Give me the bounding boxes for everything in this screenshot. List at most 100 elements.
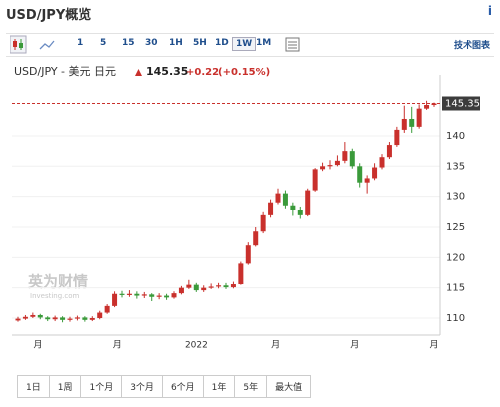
candle-body	[126, 293, 132, 295]
candle-body	[297, 210, 303, 215]
candle-body	[386, 145, 392, 158]
candle-body	[312, 169, 318, 191]
candle-body	[320, 166, 326, 170]
candle-body	[67, 318, 73, 320]
range-button[interactable]: 1周	[50, 376, 82, 397]
x-tick-label: 月	[113, 340, 122, 351]
candle-body	[52, 317, 58, 320]
candle-body	[134, 293, 140, 296]
candle-body	[164, 295, 170, 298]
range-button[interactable]: 5年	[235, 376, 268, 397]
candle-body	[334, 160, 340, 166]
candle-body	[74, 317, 80, 319]
quote-price: 145.35	[146, 65, 188, 78]
candle-body	[282, 193, 288, 206]
candle-body	[89, 318, 95, 320]
candle-body	[60, 317, 66, 320]
candle-body	[201, 287, 207, 291]
quote-change: +0.22	[186, 67, 219, 78]
y-tick-label: 125	[446, 222, 465, 233]
candle-body	[141, 294, 147, 296]
candle-body	[238, 263, 244, 285]
candle-body	[409, 118, 415, 127]
interval-button[interactable]: 5	[100, 38, 107, 48]
price-tag-label: 145.35	[445, 99, 480, 110]
grid-icon[interactable]	[285, 37, 301, 53]
candle-body	[364, 178, 370, 183]
candle-body	[349, 151, 355, 167]
interval-button[interactable]: 1	[77, 38, 84, 48]
candle-body	[15, 318, 21, 321]
interval-button[interactable]: 1W	[232, 37, 257, 51]
candle-body	[424, 105, 430, 109]
y-tick-label: 135	[446, 161, 465, 172]
range-selector: 1日 1周 1个月 3个月 6个月 1年 5年 最大值	[17, 375, 312, 398]
chart-type-icons[interactable]	[10, 35, 70, 55]
candle-body	[275, 193, 281, 203]
title: USD/JPY概览	[6, 8, 92, 23]
candle-body	[104, 305, 110, 313]
candle-body	[253, 231, 259, 246]
x-tick-label: 月	[33, 340, 42, 351]
candle-body	[186, 284, 192, 288]
watermark-site: Investing.com	[30, 292, 80, 300]
candle-body	[82, 317, 88, 320]
candle-body	[327, 165, 333, 167]
chart: USD/JPY - 美元 日元 145.35 +0.22 (+0.15%) 英为…	[12, 65, 480, 351]
y-tick-label: 130	[446, 192, 465, 203]
candle-body	[372, 167, 378, 179]
range-button[interactable]: 3个月	[122, 376, 163, 397]
candle-body	[394, 129, 400, 146]
x-tick-label: 2022	[185, 341, 208, 351]
advanced-chart-link[interactable]: 技术图表	[453, 41, 490, 51]
range-button[interactable]: 1年	[204, 376, 236, 397]
x-tick-label: 月	[271, 340, 280, 351]
interval-button[interactable]: 30	[145, 38, 158, 48]
candle-body	[379, 157, 385, 168]
range-button[interactable]: 1日	[18, 376, 50, 397]
candle-body	[260, 214, 266, 232]
candle-body	[30, 314, 36, 317]
info-icon[interactable]: i	[487, 4, 492, 18]
candle-body	[45, 317, 51, 320]
candle-body	[208, 286, 214, 288]
interval-button[interactable]: 1H	[169, 38, 183, 48]
candle-body	[305, 190, 311, 215]
candle-body	[230, 284, 236, 288]
y-tick-label: 110	[446, 313, 465, 324]
candle-body	[37, 314, 43, 318]
candle-body	[22, 316, 28, 319]
interval-button[interactable]: 1D	[215, 38, 229, 48]
watermark-brand: 英为财情	[28, 273, 88, 291]
candle-body	[178, 287, 184, 294]
toolbar: 技术图表 1 5 15 30 1H 5H 1D 1W 1M	[6, 33, 494, 57]
x-tick-label: 月	[429, 340, 438, 351]
candle-body	[268, 202, 274, 215]
range-button[interactable]: 1个月	[81, 376, 123, 397]
candle-body	[223, 285, 229, 288]
y-tick-label: 140	[446, 131, 465, 142]
interval-button[interactable]: 5H	[193, 38, 207, 48]
quote-change-pct: (+0.15%)	[218, 67, 270, 78]
candle-body	[97, 312, 103, 319]
y-tick-label: 120	[446, 252, 465, 263]
interval-button[interactable]: 1M	[256, 38, 272, 48]
candle-body	[216, 285, 222, 287]
range-button[interactable]: 最大值	[275, 383, 303, 393]
candle-body	[290, 205, 296, 210]
candle-body	[119, 293, 125, 295]
up-arrow	[135, 69, 142, 76]
range-button[interactable]: 6个月	[163, 376, 204, 397]
candle-body	[245, 245, 251, 264]
candle-body	[357, 166, 363, 183]
candle-body	[431, 103, 437, 106]
candle-body	[171, 293, 177, 298]
candle-body	[156, 295, 162, 297]
interval-button[interactable]: 15	[122, 38, 135, 48]
candle-body	[149, 294, 155, 297]
quote-name: USD/JPY - 美元 日元	[14, 65, 116, 78]
price-tag	[442, 96, 480, 111]
y-tick-label: 115	[446, 283, 465, 294]
candle-body	[401, 118, 407, 130]
candle-body	[342, 151, 348, 161]
